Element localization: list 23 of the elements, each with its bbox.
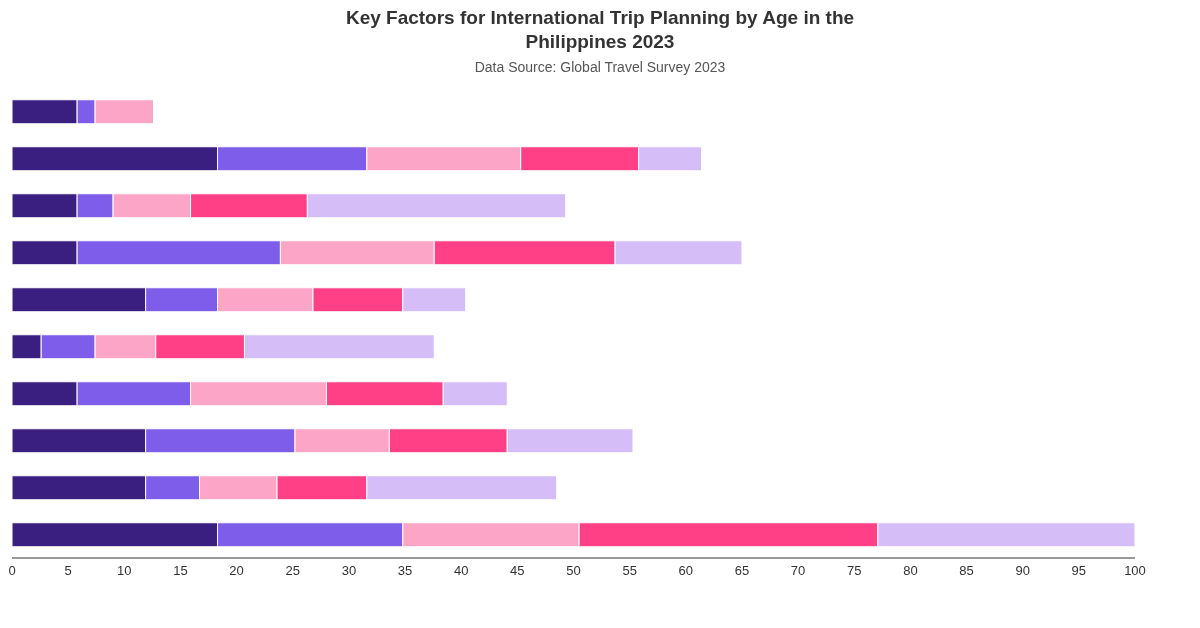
x-tick-label: 50	[566, 563, 581, 579]
x-tick-label: 10	[117, 563, 132, 579]
chart-title: Key Factors for International Trip Planning by Age in the Philippines 2023	[344, 6, 856, 54]
x-tick-label: 45	[510, 563, 525, 579]
x-tick-label: 5	[64, 563, 72, 579]
x-tick-label: 0	[8, 563, 16, 579]
x-tick-label: 20	[229, 563, 244, 579]
x-tick-label: 25	[285, 563, 300, 579]
x-tick-label: 95	[1071, 563, 1087, 579]
x-tick-label: 30	[341, 563, 357, 579]
x-tick-label: 55	[622, 563, 637, 579]
x-tick-label: 70	[790, 563, 806, 579]
x-tick-label: 35	[397, 563, 413, 579]
x-tick-label: 80	[903, 563, 918, 579]
x-tick-label: 65	[734, 563, 750, 579]
x-tick-label: 40	[453, 563, 469, 579]
x-tick-label: 60	[678, 563, 694, 579]
chart-subtitle: Data Source: Global Travel Survey 2023	[473, 59, 727, 75]
x-tick-label: 75	[847, 563, 862, 579]
x-tick-label: 85	[959, 563, 974, 579]
x-tick-label: 15	[173, 563, 188, 579]
x-tick-label: 100	[1124, 563, 1146, 579]
x-tick-label: 90	[1015, 563, 1030, 579]
